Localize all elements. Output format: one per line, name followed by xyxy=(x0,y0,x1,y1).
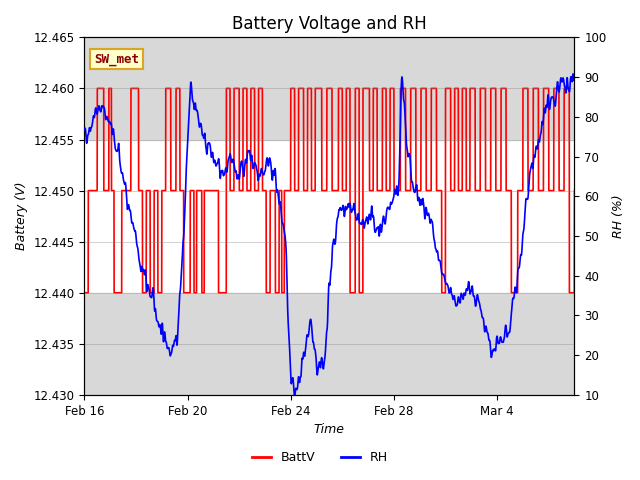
Y-axis label: Battery (V): Battery (V) xyxy=(15,182,28,251)
Text: SW_met: SW_met xyxy=(94,53,140,66)
X-axis label: Time: Time xyxy=(314,423,345,436)
Legend: BattV, RH: BattV, RH xyxy=(248,446,392,469)
Y-axis label: RH (%): RH (%) xyxy=(612,194,625,238)
Bar xyxy=(84,293,575,395)
Bar xyxy=(84,37,575,140)
Title: Battery Voltage and RH: Battery Voltage and RH xyxy=(232,15,427,33)
